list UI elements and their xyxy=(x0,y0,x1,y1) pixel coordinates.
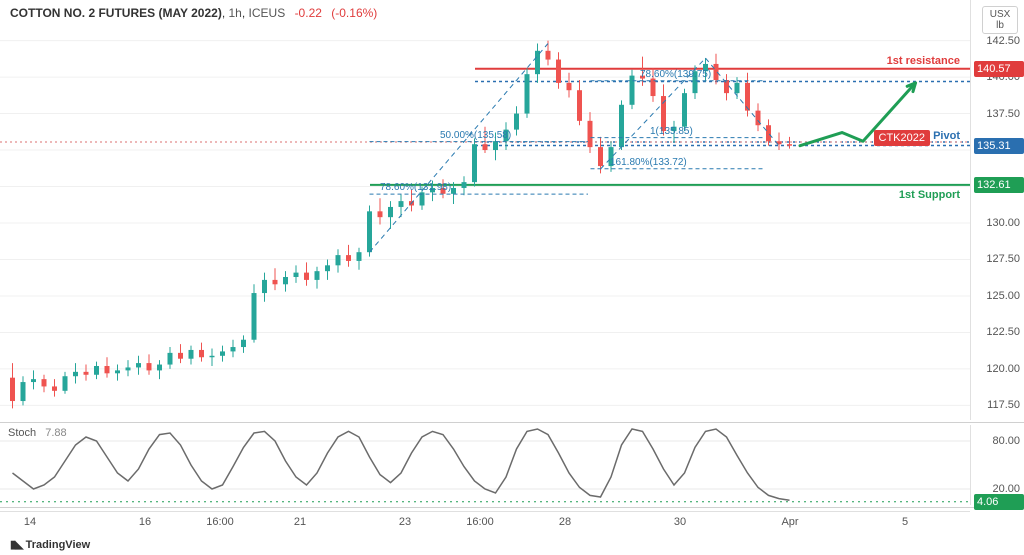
time-tick: Apr xyxy=(781,516,798,528)
unit-top: USX xyxy=(983,9,1017,20)
indicator-tick: 80.00 xyxy=(992,435,1020,447)
indicator-layer xyxy=(0,425,970,505)
time-tick: 16:00 xyxy=(206,516,234,528)
ticker-badge: CTK2022 xyxy=(874,130,930,146)
price-badge: 135.31 xyxy=(974,138,1024,154)
fib-label: 161.80%(133.72) xyxy=(610,157,687,168)
chart-root: COTTON NO. 2 FUTURES (MAY 2022), 1h, ICE… xyxy=(0,0,1024,555)
price-tick: 120.00 xyxy=(986,363,1020,375)
interval[interactable]: 1h xyxy=(229,6,242,20)
chart-header: COTTON NO. 2 FUTURES (MAY 2022), 1h, ICE… xyxy=(10,6,377,20)
time-tick: 16:00 xyxy=(466,516,494,528)
price-badge: 140.57 xyxy=(974,61,1024,77)
time-tick: 30 xyxy=(674,516,686,528)
time-tick: 5 xyxy=(902,516,908,528)
fib-label: 78.60%(131.98) xyxy=(380,182,451,193)
price-tick: 137.50 xyxy=(986,108,1020,120)
fib-label: 50.00%(135.58) xyxy=(440,130,511,141)
exchange: ICEUS xyxy=(249,6,286,20)
fib-label: 78.60%(139.75) xyxy=(640,69,711,80)
price-unit[interactable]: USX lb xyxy=(982,6,1018,34)
time-tick: 16 xyxy=(139,516,151,528)
watermark[interactable]: ▮◣ TradingView xyxy=(10,538,90,551)
time-axis[interactable]: 14 16 16:00 21 23 16:00 28 30 Apr 5 xyxy=(0,511,970,535)
level-label: 1st Support xyxy=(899,189,960,201)
price-tick: 117.50 xyxy=(987,399,1020,411)
symbol-name[interactable]: COTTON NO. 2 FUTURES (MAY 2022) xyxy=(10,6,222,20)
change-abs: -0.22 xyxy=(295,6,322,20)
time-separator xyxy=(0,507,1024,508)
price-axis[interactable]: 117.50 120.00 122.50 125.00 127.50 130.00 132.… xyxy=(970,0,1024,420)
indicator-axis[interactable]: 20.0080.004.06 xyxy=(970,425,1024,505)
price-pane[interactable]: 78.60%(131.98) 50.00%(135.58) 78.60%(139.7… xyxy=(0,0,970,420)
time-tick: 14 xyxy=(24,516,36,528)
price-tick: 122.50 xyxy=(986,326,1020,338)
price-badge: 132.61 xyxy=(974,177,1024,193)
level-label: 1st resistance xyxy=(887,55,960,67)
pane-separator[interactable] xyxy=(0,422,1024,423)
indicator-badge: 4.06 xyxy=(974,494,1024,510)
indicator-pane[interactable]: Stoch 7.88 xyxy=(0,425,970,505)
price-tick: 142.50 xyxy=(986,35,1020,47)
price-tick: 127.50 xyxy=(986,253,1020,265)
price-tick: 125.00 xyxy=(986,290,1020,302)
price-tick: 130.00 xyxy=(986,217,1020,229)
overlay-layer xyxy=(0,0,970,420)
fib-label: 1(135.85) xyxy=(650,126,693,137)
level-label: Pivot xyxy=(933,130,960,142)
change-pct: (-0.16%) xyxy=(331,6,377,20)
time-tick: 28 xyxy=(559,516,571,528)
unit-bottom: lb xyxy=(983,20,1017,31)
time-tick: 21 xyxy=(294,516,306,528)
time-tick: 23 xyxy=(399,516,411,528)
